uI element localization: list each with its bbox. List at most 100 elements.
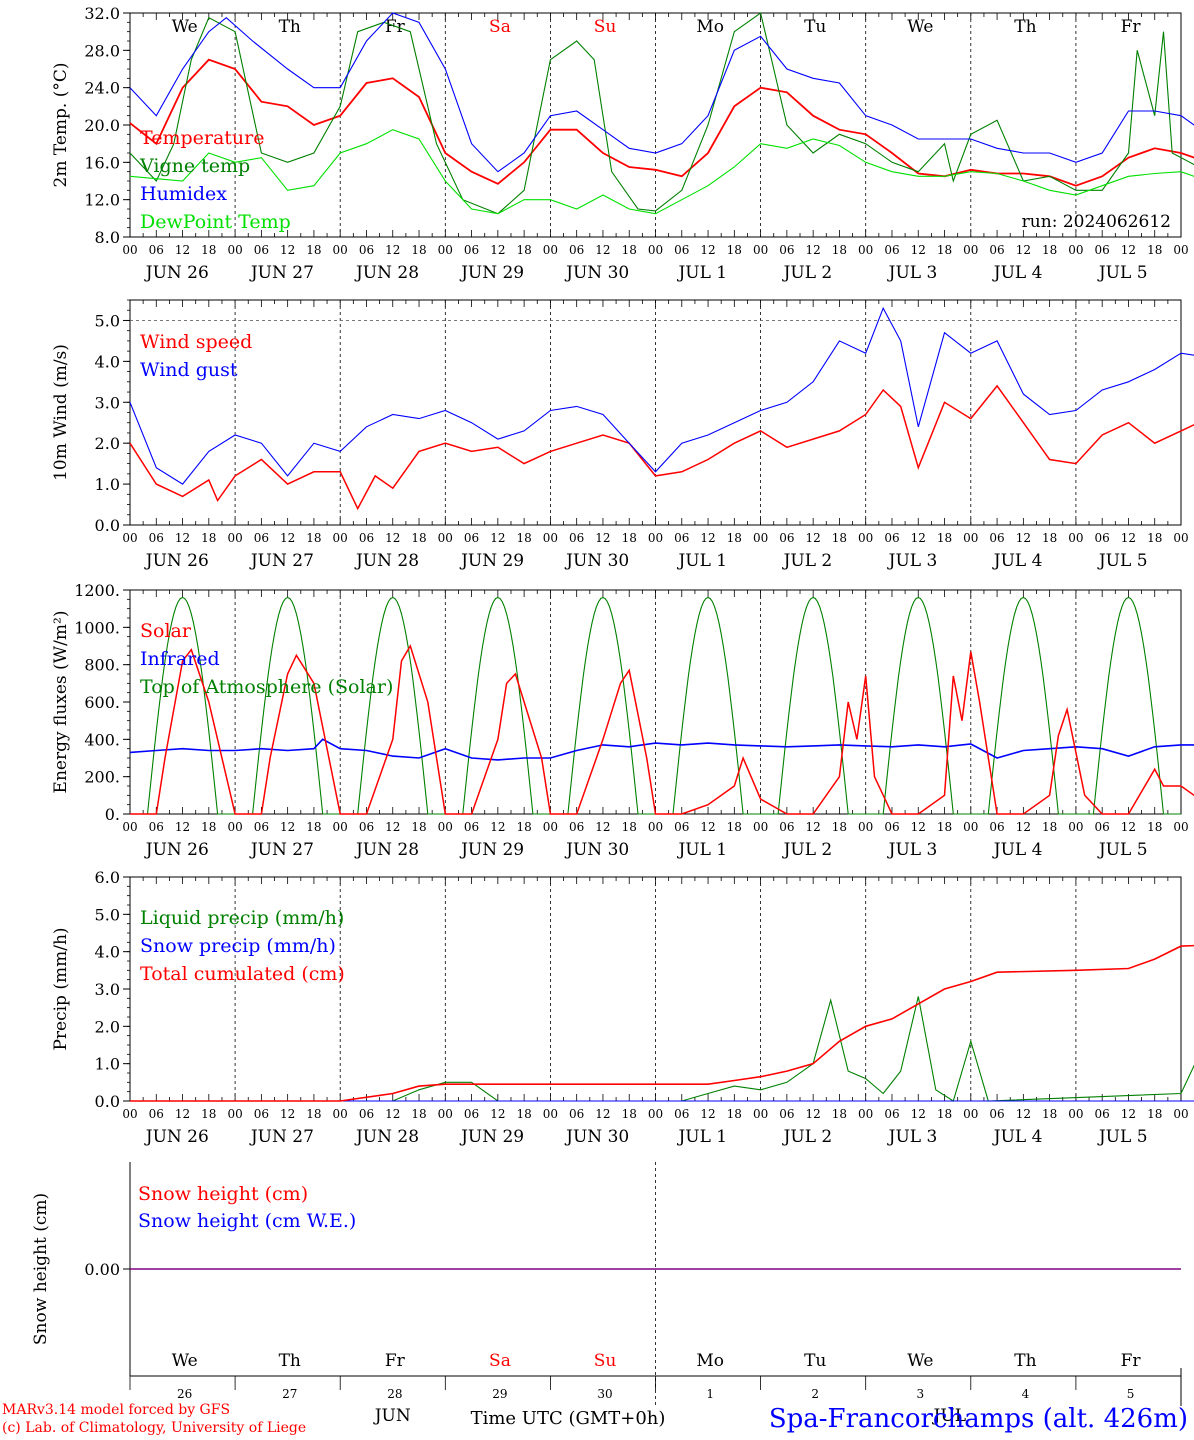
x-hour-label: 18 [1042, 1107, 1057, 1121]
x-hour-label: 18 [727, 1107, 742, 1121]
station-title: Spa-Francorchamps (alt. 426m) [769, 1404, 1188, 1434]
y-axis-label: Snow height (cm) [31, 1193, 51, 1345]
x-hour-label: 06 [464, 243, 479, 257]
x-date-label: JUL 5 [1097, 1127, 1148, 1147]
x-hour-label: 18 [1147, 820, 1162, 834]
y-axis-label: 2m Temp. (°C) [51, 62, 71, 187]
x-hour-label: 18 [516, 820, 531, 834]
x-hour-label: 00 [963, 1107, 978, 1121]
x-hour-label: 18 [832, 531, 847, 545]
legend-entry: DewPoint Temp [140, 211, 291, 233]
x-hour-label: 12 [700, 531, 715, 545]
weekday-label: Th [1014, 17, 1036, 37]
legend-entry: Wind gust [140, 359, 238, 381]
weekday-label: Su [594, 1351, 617, 1371]
x-hour-label: 06 [674, 531, 689, 545]
x-hour-label: 00 [333, 1107, 348, 1121]
y-tick-label: 1.0 [95, 1055, 120, 1074]
y-tick-label: 4.0 [95, 943, 120, 962]
x-hour-label: 18 [1147, 1107, 1162, 1121]
x-hour-label: 06 [1095, 1107, 1110, 1121]
x-hour-label: 12 [911, 820, 926, 834]
weekday-label: We [172, 17, 198, 37]
x-date-label: JUN 29 [459, 1127, 524, 1147]
x-date-label: JUL 3 [887, 263, 938, 283]
legend-entry: Total cumulated (cm) [140, 963, 345, 985]
x-hour-label: 06 [254, 243, 269, 257]
y-axis-label: Energy fluxes (W/m²) [51, 611, 71, 794]
month-label-jun: JUN [373, 1406, 411, 1426]
x-hour-label: 18 [622, 243, 637, 257]
weekday-label: Mo [696, 1351, 724, 1371]
x-hour-label: 06 [254, 820, 269, 834]
x-hour-label: 18 [727, 531, 742, 545]
x-hour-label: 12 [280, 531, 295, 545]
x-date-label: JUL 2 [782, 840, 833, 860]
x-hour-label: 06 [779, 1107, 794, 1121]
x-hour-label: 06 [779, 531, 794, 545]
x-hour-label: 18 [832, 820, 847, 834]
weekday-label: Th [279, 17, 301, 37]
x-date-label: JUN 29 [459, 263, 524, 283]
x-hour-label: 12 [911, 1107, 926, 1121]
x-date-label: JUN 28 [354, 840, 419, 860]
x-hour-label: 12 [1016, 820, 1031, 834]
footer-credit-model: MARv3.14 model forced by GFS [2, 1402, 230, 1418]
x-hour-label: 12 [806, 531, 821, 545]
x-hour-label: 06 [359, 531, 374, 545]
x-date-label: JUL 1 [676, 840, 727, 860]
panel-frame [129, 12, 1182, 238]
x-hour-label: 12 [1016, 531, 1031, 545]
x-hour-label: 18 [1042, 820, 1057, 834]
series-humidex [129, 12, 1194, 173]
x-date-label: JUL 2 [782, 1127, 833, 1147]
x-hour-label: 12 [1016, 243, 1031, 257]
x-hour-label: 00 [122, 1107, 137, 1121]
x-hour-label: 18 [201, 531, 216, 545]
x-hour-label: 00 [1173, 531, 1188, 545]
day-number-label: 28 [387, 1387, 402, 1401]
x-hour-label: 00 [648, 243, 663, 257]
day-number-label: 29 [492, 1387, 507, 1401]
day-number-label: 30 [597, 1387, 612, 1401]
x-date-label: JUL 4 [992, 263, 1043, 283]
x-hour-label: 18 [411, 531, 426, 545]
x-date-label: JUN 26 [144, 263, 209, 283]
x-hour-label: 06 [884, 820, 899, 834]
x-hour-label: 06 [989, 820, 1004, 834]
x-hour-label: 12 [385, 1107, 400, 1121]
x-hour-label: 06 [254, 531, 269, 545]
x-hour-label: 00 [543, 531, 558, 545]
y-tick-label: 8.0 [95, 228, 120, 247]
x-hour-label: 18 [1042, 531, 1057, 545]
x-hour-label: 12 [385, 243, 400, 257]
x-hour-label: 12 [175, 1107, 190, 1121]
x-hour-label: 18 [201, 1107, 216, 1121]
x-hour-label: 12 [1121, 243, 1136, 257]
x-hour-label: 00 [333, 531, 348, 545]
legend-entry: Top of Atmosphere (Solar) [140, 676, 393, 698]
x-date-label: JUN 30 [564, 1127, 629, 1147]
x-hour-label: 06 [1095, 531, 1110, 545]
weekday-label: Su [594, 17, 617, 37]
x-hour-label: 12 [280, 243, 295, 257]
x-hour-label: 00 [227, 243, 242, 257]
x-hour-label: 06 [149, 820, 164, 834]
x-date-label: JUN 30 [564, 263, 629, 283]
y-tick-label: 0.0 [95, 516, 120, 535]
legend-entry: Snow precip (mm/h) [140, 935, 336, 957]
legend-entry: Solar [140, 620, 192, 642]
y-tick-label: 28.0 [84, 41, 120, 60]
x-hour-label: 00 [753, 1107, 768, 1121]
x-hour-label: 06 [779, 243, 794, 257]
y-tick-label: 3.0 [95, 393, 120, 412]
series-wind-gust [129, 306, 1194, 485]
y-tick-label: 0. [105, 805, 120, 824]
x-hour-label: 12 [700, 820, 715, 834]
x-hour-label: 18 [306, 1107, 321, 1121]
x-hour-label: 06 [779, 820, 794, 834]
x-hour-label: 00 [1173, 820, 1188, 834]
x-date-label: JUN 27 [249, 263, 314, 283]
weekday-label: Mo [696, 17, 724, 37]
x-hour-label: 00 [858, 243, 873, 257]
